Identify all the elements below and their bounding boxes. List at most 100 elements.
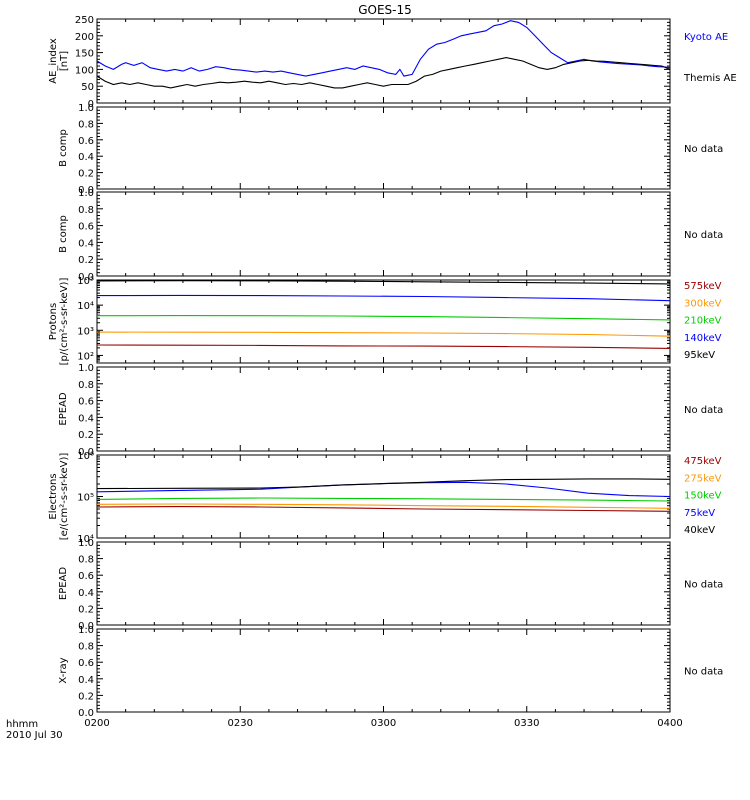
- y-axis-label: [e/(cm²-s-sr-keV)]: [59, 453, 70, 541]
- y-tick-label: 0.6: [78, 571, 94, 582]
- legend-entry: 300keV: [684, 298, 722, 309]
- y-tick-label: 0.0: [78, 272, 94, 283]
- series-line-40kev: [96, 478, 671, 490]
- panel-frame: [96, 106, 671, 190]
- panel-epead1: 0.0 0.2 0.4 0.6 0.8 1.0 EPEAD No data: [58, 363, 723, 458]
- y-tick-label: 50: [81, 82, 94, 93]
- y-tick-label: 0.4: [78, 152, 94, 163]
- y-tick-label: 10³: [77, 326, 94, 337]
- no-data-label: No data: [684, 230, 723, 241]
- y-tick-label: 0.8: [78, 555, 94, 566]
- y-tick-label: 1.0: [78, 103, 94, 114]
- y-axis-label: B comp: [58, 129, 69, 167]
- y-tick-label: 0.4: [78, 238, 94, 249]
- no-data-label: No data: [684, 580, 723, 591]
- y-tick-label: 0.8: [78, 642, 94, 653]
- y-tick-label: 10⁵: [77, 276, 94, 287]
- y-axis-label: B comp: [58, 215, 69, 253]
- panel-electrons: 10⁴ 10⁵ 10⁶ Electrons [e/(cm²-s-sr-keV)] 475k…: [48, 451, 722, 545]
- series-line-275kev: [96, 503, 671, 509]
- panel-epead2: 0.0 0.2 0.4 0.6 0.8 1.0 EPEAD No data: [58, 538, 723, 632]
- y-tick-label: 0.6: [78, 222, 94, 233]
- y-tick-label: 0.8: [78, 380, 94, 391]
- y-tick-label: 0.4: [78, 675, 94, 686]
- panel-protons: 10² 10³ 10⁴ 10⁵ Protons [p/(cm²-s-sr-keV)] 575…: [48, 276, 722, 365]
- panel-frame: [96, 366, 671, 452]
- y-tick-label: 0.4: [78, 588, 94, 599]
- panel-frame: [96, 628, 671, 713]
- panel-bcomp1: 0.0 0.2 0.4 0.6 0.8 1.0 B comp No data: [58, 103, 723, 196]
- y-tick-label: 0.0: [78, 621, 94, 632]
- y-tick-label: 0.8: [78, 205, 94, 216]
- y-tick-label: 0.8: [78, 119, 94, 130]
- panel-bcomp2: 0.0 0.2 0.4 0.6 0.8 1.0 B comp No data: [58, 188, 723, 283]
- y-tick-label: 0.0: [78, 185, 94, 196]
- y-tick-label: 200: [75, 32, 94, 43]
- legend-entry: Themis AE: [683, 73, 737, 84]
- y-tick-label: 1.0: [78, 363, 94, 374]
- footer-date-label: 2010 Jul 30: [6, 730, 63, 741]
- y-tick-label: 150: [75, 49, 94, 60]
- y-axis-label: AE_index: [48, 38, 59, 84]
- y-tick-label: 100: [75, 65, 94, 76]
- y-axis-label: EPEAD: [58, 392, 69, 426]
- y-tick-label: 0.0: [78, 447, 94, 458]
- y-tick-label: 10⁶: [77, 451, 94, 462]
- series-line-kyoto-ae: [96, 20, 671, 77]
- y-tick-label: 0: [88, 99, 94, 110]
- legend-entry: 475keV: [684, 456, 722, 467]
- footer-time-label: hhmm: [6, 719, 38, 730]
- y-tick-label: 0.2: [78, 255, 94, 266]
- legend-entry: Kyoto AE: [684, 32, 728, 43]
- series-line-95kev: [96, 280, 671, 285]
- y-tick-label: 0.2: [78, 169, 94, 180]
- y-tick-label: 0.6: [78, 397, 94, 408]
- x-tick-label: 0230: [228, 718, 253, 729]
- y-axis-label: X-ray: [58, 657, 69, 683]
- y-axis-label: Protons: [48, 303, 59, 340]
- y-tick-label: 0.2: [78, 691, 94, 702]
- y-tick-label: 10⁵: [77, 493, 94, 504]
- legend-entry: 150keV: [684, 491, 722, 502]
- series-line-575kev: [96, 344, 671, 349]
- panel-xray: 0.0 0.2 0.4 0.6 0.8 1.0 X-ray No data 0200 0230 03…: [58, 625, 723, 729]
- legend-entry: 40keV: [684, 525, 715, 536]
- series-line-300kev: [96, 331, 671, 337]
- panels-group: 0 50 100 150 200 250 AE_index [nT] Kyoto AE Themi…: [48, 15, 737, 729]
- y-axis-label: [p/(cm²-s-sr-keV)]: [59, 278, 70, 366]
- no-data-label: No data: [684, 144, 723, 155]
- y-axis-label: Electrons: [48, 473, 59, 519]
- legend-entry: 95keV: [684, 350, 715, 361]
- series-line-140kev: [96, 294, 671, 302]
- y-tick-label: 10⁴: [77, 301, 94, 312]
- legend-entry: 140keV: [684, 333, 722, 344]
- y-tick-label: 0.2: [78, 430, 94, 441]
- y-tick-label: 250: [75, 15, 94, 26]
- no-data-label: No data: [684, 667, 723, 678]
- legend-entry: 275keV: [684, 473, 722, 484]
- panel-frame: [96, 279, 671, 364]
- no-data-label: No data: [684, 405, 723, 416]
- y-tick-label: 1.0: [78, 188, 94, 199]
- x-tick-label: 0300: [371, 718, 396, 729]
- x-tick-label: 0330: [514, 718, 539, 729]
- panel-frame: [96, 454, 671, 539]
- y-tick-label: 0.6: [78, 658, 94, 669]
- x-tick-label: 0400: [657, 718, 682, 729]
- series-line-475kev: [96, 506, 671, 512]
- panel-frame: [96, 191, 671, 277]
- y-axis-label: EPEAD: [58, 567, 69, 601]
- y-tick-label: 10²: [77, 351, 94, 362]
- figure-title: GOES-15: [358, 3, 412, 17]
- panel-ae: 0 50 100 150 200 250 AE_index [nT] Kyoto AE Themi…: [48, 15, 737, 110]
- legend-entry: 210keV: [684, 316, 722, 327]
- legend-entry: 575keV: [684, 281, 722, 292]
- y-tick-label: 0.4: [78, 413, 94, 424]
- panel-frame: [96, 541, 671, 626]
- series-line-150kev: [96, 497, 671, 502]
- y-tick-label: 0.6: [78, 136, 94, 147]
- x-tick-label: 0200: [84, 718, 109, 729]
- legend-entry: 75keV: [684, 508, 715, 519]
- series-line-210kev: [96, 315, 671, 321]
